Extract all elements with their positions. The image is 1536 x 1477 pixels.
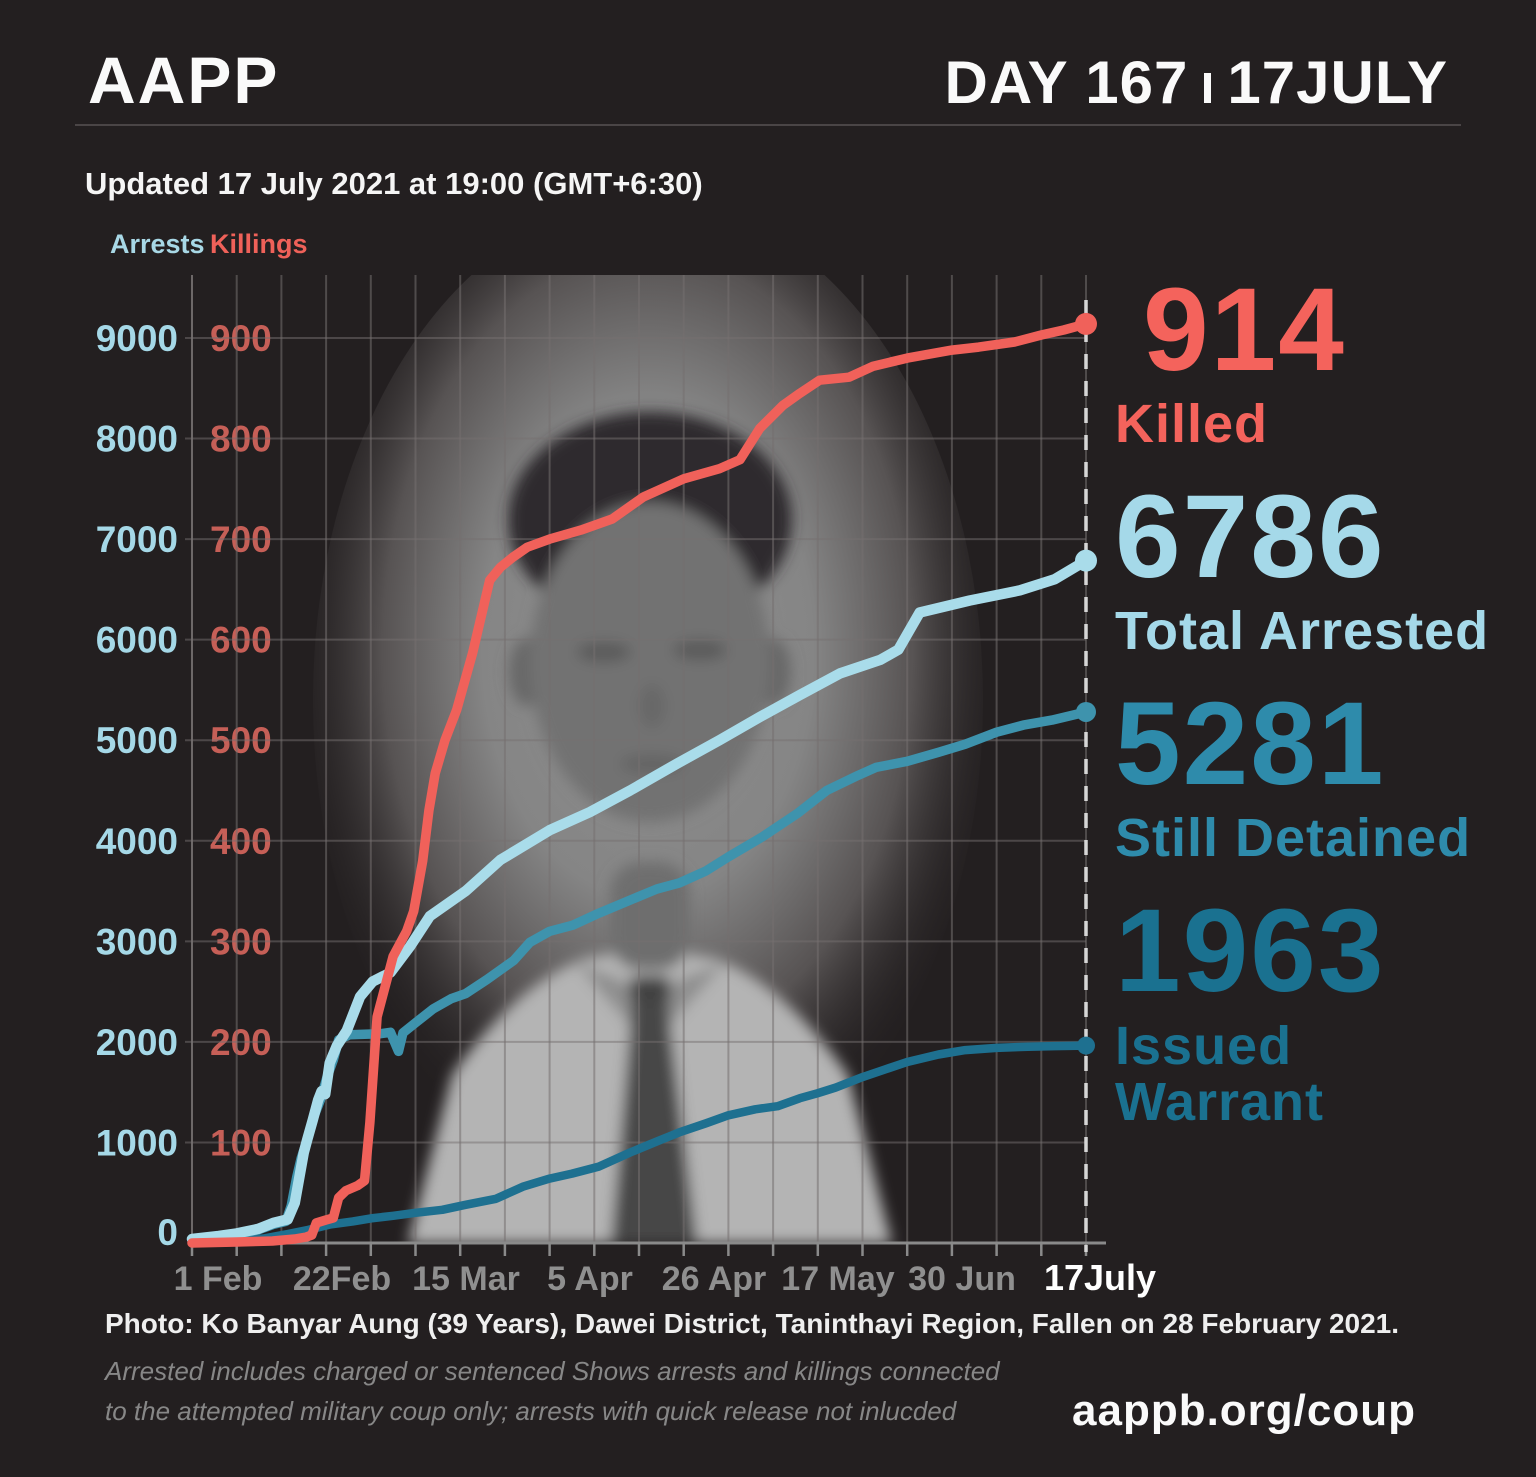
aapp-logo: AAPP [88,43,280,117]
svg-text:8000: 8000 [96,419,178,460]
svg-text:15 Mar: 15 Mar [412,1260,520,1298]
x-axis-tick-labels: 1 Feb 22Feb 15 Mar 5 Apr 26 Apr 17 May 30 Jun 1… [174,1257,1156,1298]
chart-grid [185,275,1087,1243]
svg-text:17 May: 17 May [781,1260,894,1298]
date-label: 17JULY [1227,49,1448,116]
svg-text:7000: 7000 [96,519,178,560]
svg-text:26 Apr: 26 Apr [662,1260,767,1298]
killed-label: Killed [1115,394,1269,455]
portrait-group [313,275,983,1244]
series-line-killings [187,319,1091,1248]
website-url: aappb.org/coup [1072,1386,1416,1435]
updated-timestamp: Updated 17 July 2021 at 19:00 (GMT+6:30) [85,166,703,201]
series-endpoint-dot-arrests-total-arrested [1075,549,1097,572]
svg-text:5 Apr: 5 Apr [547,1260,633,1298]
stat-killed: 914 Killed [1115,270,1515,453]
photo-caption: Photo: Ko Banyar Aung (39 Years), Dawei … [105,1308,1400,1339]
arrests-axis-tick-labels: 0 1000 2000 3000 4000 5000 6000 7000 8000 9000 [96,318,178,1253]
series-endpoint-dot-issued-warrant [1077,1036,1095,1055]
footnote-line2: to the attempted military coup only; arr… [105,1396,957,1426]
svg-text:1000: 1000 [96,1122,178,1163]
svg-text:1 Feb: 1 Feb [174,1260,263,1298]
header-divider-line [75,124,1461,126]
day-date-title: DAY 167 17JULY [945,48,1448,117]
issued-warrant-count: 1963 [1115,885,1386,1018]
total-arrested-count: 6786 [1115,471,1386,604]
footnote-line1: Arrested includes charged or sentenced S… [105,1356,1000,1386]
still-detained-label: Still Detained [1115,808,1472,869]
title-separator-bar [1204,72,1212,103]
svg-text:22Feb: 22Feb [293,1260,391,1298]
stat-still-detained: 5281 Still Detained [1115,684,1515,867]
stat-issued-warrant: 1963 Issued Warrant [1115,891,1515,1131]
svg-text:5000: 5000 [96,720,178,761]
x-axis-line [188,1241,1106,1256]
svg-text:4000: 4000 [96,821,178,862]
stat-total-arrested: 6786 Total Arrested [1115,477,1515,660]
svg-text:2000: 2000 [96,1022,178,1063]
legend-killings: Killings [210,229,308,259]
svg-text:0: 0 [157,1212,178,1253]
issued-warrant-label: Issued Warrant [1115,1015,1325,1133]
svg-text:30 Jun: 30 Jun [908,1260,1016,1298]
svg-text:6000: 6000 [96,620,178,661]
total-arrested-label: Total Arrested [1115,601,1490,662]
day-label: DAY 167 [944,49,1189,116]
still-detained-count: 5281 [1115,678,1386,811]
legend-arrests: Arrests [110,229,205,259]
svg-text:3000: 3000 [96,921,178,962]
series-endpoint-dot-still-detained [1076,701,1096,722]
stats-panel: 914 Killed 6786 Total Arrested 5281 Stil… [1115,270,1515,1155]
svg-text:9000: 9000 [96,318,178,359]
series-endpoint-dot-killings [1075,312,1097,335]
series-line-issued-warrant [187,1041,1091,1247]
svg-text:17July: 17July [1044,1257,1156,1298]
killed-count: 914 [1143,264,1346,396]
